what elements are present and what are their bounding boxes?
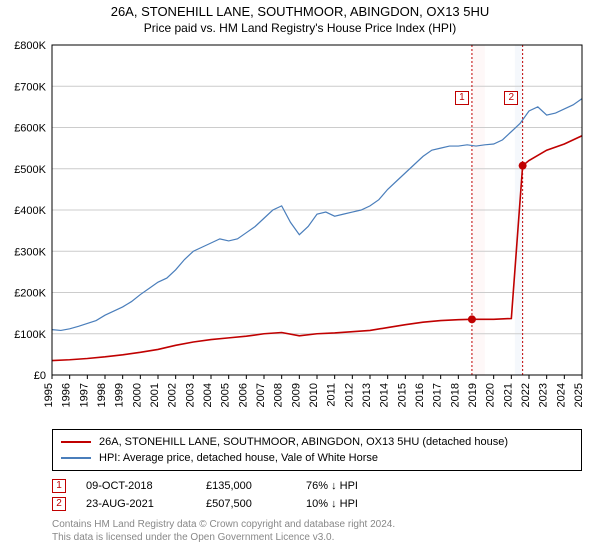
- legend-swatch: [61, 441, 91, 443]
- svg-text:2015: 2015: [396, 383, 408, 407]
- event-date: 09-OCT-2018: [86, 480, 186, 492]
- event-price: £135,000: [206, 480, 286, 492]
- svg-text:£400K: £400K: [14, 205, 46, 217]
- event-marker-icon: 1: [52, 479, 66, 493]
- svg-text:2014: 2014: [379, 383, 391, 407]
- svg-text:£300K: £300K: [14, 246, 46, 258]
- svg-text:2009: 2009: [290, 383, 302, 407]
- legend-swatch: [61, 457, 91, 459]
- chart-subtitle: Price paid vs. HM Land Registry's House …: [0, 21, 600, 35]
- legend-label: 26A, STONEHILL LANE, SOUTHMOOR, ABINGDON…: [99, 436, 508, 448]
- svg-text:2002: 2002: [167, 383, 179, 407]
- footer-line: This data is licensed under the Open Gov…: [52, 532, 582, 545]
- footer-line: Contains HM Land Registry data © Crown c…: [52, 519, 582, 532]
- event-date: 23-AUG-2021: [86, 498, 186, 510]
- svg-text:2021: 2021: [502, 383, 514, 407]
- event-list: 1 09-OCT-2018 £135,000 76% ↓ HPI 2 23-AU…: [52, 477, 582, 513]
- event-row: 2 23-AUG-2021 £507,500 10% ↓ HPI: [52, 495, 582, 513]
- svg-text:2006: 2006: [237, 383, 249, 407]
- svg-text:1999: 1999: [114, 383, 126, 407]
- svg-text:2007: 2007: [255, 383, 267, 407]
- footer: Contains HM Land Registry data © Crown c…: [52, 519, 582, 544]
- chart-marker-icon: 1: [455, 91, 469, 105]
- legend-item: HPI: Average price, detached house, Vale…: [61, 450, 573, 466]
- chart-title: 26A, STONEHILL LANE, SOUTHMOOR, ABINGDON…: [0, 4, 600, 19]
- svg-text:£700K: £700K: [14, 81, 46, 93]
- svg-text:2012: 2012: [343, 383, 355, 407]
- svg-text:2025: 2025: [573, 383, 585, 407]
- svg-text:2001: 2001: [149, 383, 161, 407]
- event-row: 1 09-OCT-2018 £135,000 76% ↓ HPI: [52, 477, 582, 495]
- svg-text:£0: £0: [34, 370, 46, 382]
- svg-text:£100K: £100K: [14, 329, 46, 341]
- chart-area: £0 £100K £200K £300K £400K £500K £600K £700K £80…: [0, 35, 600, 425]
- svg-text:1997: 1997: [78, 383, 90, 407]
- legend: 26A, STONEHILL LANE, SOUTHMOOR, ABINGDON…: [52, 429, 582, 471]
- svg-text:£500K: £500K: [14, 164, 46, 176]
- svg-text:2024: 2024: [555, 383, 567, 407]
- svg-text:2005: 2005: [220, 383, 232, 407]
- svg-text:2018: 2018: [449, 383, 461, 407]
- svg-text:2000: 2000: [131, 383, 143, 407]
- svg-text:2019: 2019: [467, 383, 479, 407]
- event-delta: 76% ↓ HPI: [306, 480, 396, 492]
- svg-text:2023: 2023: [538, 383, 550, 407]
- svg-text:2016: 2016: [414, 383, 426, 407]
- legend-item: 26A, STONEHILL LANE, SOUTHMOOR, ABINGDON…: [61, 434, 573, 450]
- event-price: £507,500: [206, 498, 286, 510]
- svg-text:1998: 1998: [96, 383, 108, 407]
- svg-text:£600K: £600K: [14, 123, 46, 135]
- svg-text:2010: 2010: [308, 383, 320, 407]
- svg-text:2013: 2013: [361, 383, 373, 407]
- svg-text:1995: 1995: [43, 383, 55, 407]
- svg-text:2017: 2017: [432, 383, 444, 407]
- chart-marker-icon: 2: [504, 91, 518, 105]
- legend-label: HPI: Average price, detached house, Vale…: [99, 452, 378, 464]
- svg-text:2008: 2008: [273, 383, 285, 407]
- svg-text:2004: 2004: [202, 383, 214, 407]
- svg-text:2011: 2011: [326, 383, 338, 407]
- svg-text:1996: 1996: [61, 383, 73, 407]
- svg-text:£200K: £200K: [14, 288, 46, 300]
- event-marker-icon: 2: [52, 497, 66, 511]
- event-delta: 10% ↓ HPI: [306, 498, 396, 510]
- svg-text:£800K: £800K: [14, 40, 46, 52]
- svg-text:2022: 2022: [520, 383, 532, 407]
- svg-text:2020: 2020: [485, 383, 497, 407]
- svg-text:2003: 2003: [184, 383, 196, 407]
